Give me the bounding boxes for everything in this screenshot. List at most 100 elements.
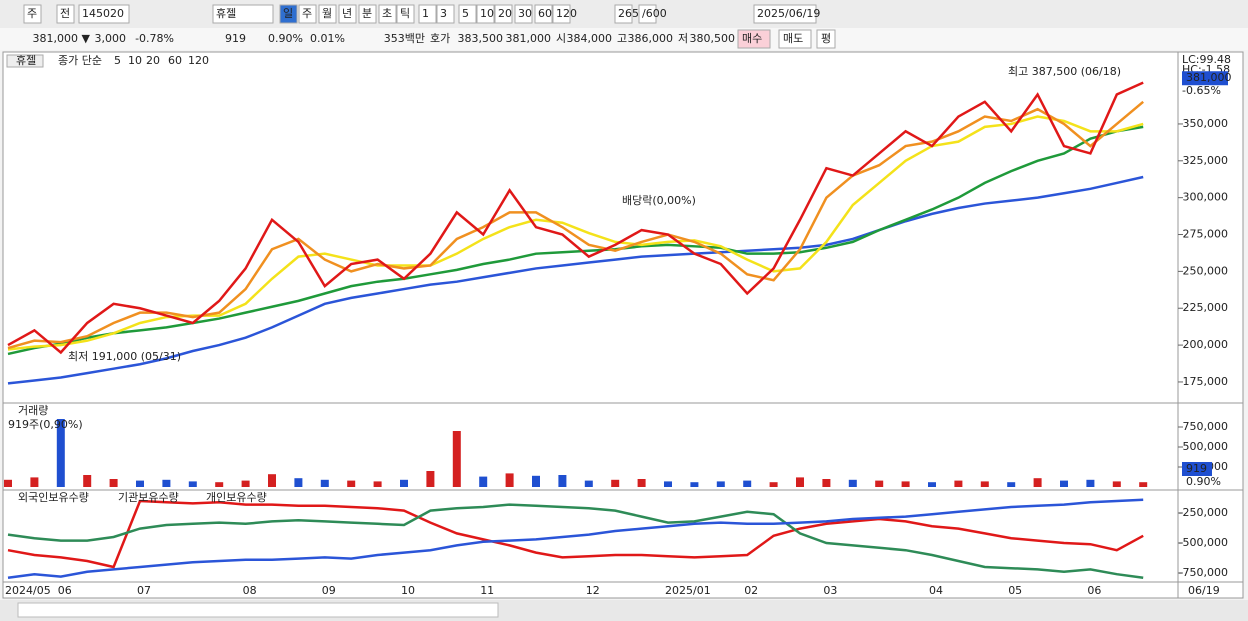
toolbar-button[interactable] <box>279 4 298 24</box>
quote-field: 평 <box>821 32 831 45</box>
y-tick-label: 325,000 <box>1183 154 1229 167</box>
toolbar-button[interactable] <box>378 4 397 24</box>
annotation: 최저 191,000 (05/31) <box>68 350 181 363</box>
toolbar-button[interactable] <box>534 4 553 24</box>
y-tick-label: -250,000 <box>1179 506 1228 519</box>
quote-field: -0.78% <box>135 32 174 45</box>
toolbar-button[interactable] <box>318 4 337 24</box>
toolbar-button[interactable] <box>212 4 274 24</box>
toolbar-label: 월 <box>322 7 332 20</box>
quote-field: 매도 <box>783 32 803 45</box>
toolbar-button[interactable] <box>78 4 130 24</box>
toolbar-label: 60 <box>538 7 552 20</box>
x-tick-label: 10 <box>401 584 415 597</box>
volume-bar <box>426 471 435 487</box>
legend-entry: 5 <box>114 54 121 67</box>
y-tick-label: 200,000 <box>1183 338 1229 351</box>
series-line <box>7 100 1145 350</box>
toolbar-button[interactable] <box>338 4 357 24</box>
x-tick-label: 07 <box>137 584 151 597</box>
toolbar-label: 주 <box>302 7 312 20</box>
series-line <box>7 81 1144 355</box>
toolbar-button[interactable] <box>638 4 657 24</box>
volume-bar <box>373 481 382 487</box>
annotation: 최고 387,500 (06/18) <box>1008 65 1121 78</box>
toolbar-button[interactable] <box>23 4 42 24</box>
y-tick-label: 300,000 <box>1183 191 1229 204</box>
volume-bar <box>1007 482 1016 487</box>
x-tick-label: 03 <box>823 584 837 597</box>
toolbar-label: 145020 <box>82 7 124 20</box>
quote-field: 시 <box>556 32 566 45</box>
toolbar-label: 2025/06/19 <box>757 7 820 20</box>
toolbar-button[interactable] <box>614 4 633 24</box>
toolbar-button[interactable] <box>358 4 377 24</box>
volume-bar <box>716 481 725 487</box>
quote-field: 3,000 <box>95 32 127 45</box>
x-tick-label: 04 <box>929 584 943 597</box>
toolbar-label: 분 <box>362 7 372 20</box>
last-volume-pct: 0.90% <box>1186 475 1221 488</box>
y-tick-label: 225,000 <box>1183 301 1229 314</box>
volume-bar <box>901 481 910 487</box>
quote-field: 381,000 ▼ <box>33 32 91 45</box>
toolbar-label: 5 <box>462 7 469 20</box>
quote-field: 380,500 <box>690 32 736 45</box>
toolbar-button[interactable] <box>56 4 75 24</box>
volume-bar <box>928 482 936 487</box>
toolbar-button[interactable] <box>396 4 415 24</box>
volume-bar <box>1060 480 1068 487</box>
toolbar-label: 1 <box>422 7 429 20</box>
panel-title: 거래량 <box>18 404 48 417</box>
volume-bar <box>294 478 303 487</box>
toolbar-button[interactable] <box>494 4 513 24</box>
toolbar-button[interactable] <box>552 4 571 24</box>
volume-bar <box>584 480 593 487</box>
toolbar-button[interactable] <box>436 4 455 24</box>
y-tick-label: 750,000 <box>1183 420 1229 433</box>
quote-bar <box>0 28 1248 50</box>
volume-bar <box>268 474 276 487</box>
quote-button[interactable] <box>816 29 836 49</box>
volume-bar <box>188 481 197 487</box>
volume-bar <box>136 480 144 487</box>
last-volume: 919 <box>1186 462 1207 475</box>
volume-bar <box>83 475 92 487</box>
legend-entry: 120 <box>188 54 209 67</box>
x-tick-label: 06 <box>1087 584 1101 597</box>
volume-bar <box>479 476 488 487</box>
toolbar-button[interactable] <box>476 4 495 24</box>
volume-bar <box>162 479 171 487</box>
last-price-box <box>1182 71 1228 86</box>
quote-button[interactable] <box>778 29 812 49</box>
stock-name: 휴젤 <box>16 54 36 67</box>
quote-field: 호가 <box>430 32 450 45</box>
series-line <box>7 503 1144 580</box>
toolbar-button[interactable] <box>514 4 533 24</box>
y-tick-label: 275,000 <box>1183 228 1229 241</box>
right-label: LC:99.48 <box>1182 53 1231 66</box>
legend-entry: 10 <box>128 54 142 67</box>
quote-button[interactable] <box>737 29 771 49</box>
quote-field: 381,000 <box>506 32 552 45</box>
x-tick-label: 05 <box>1008 584 1022 597</box>
x-tick-label: 09 <box>322 584 336 597</box>
toolbar-label: 10 <box>480 7 494 20</box>
toolbar-label: 120 <box>556 7 577 20</box>
volume-bar <box>400 479 408 487</box>
toolbar-button[interactable] <box>298 4 317 24</box>
scroll-thumb[interactable] <box>17 602 499 618</box>
volume-bar <box>558 475 567 487</box>
quote-field: 386,000 <box>628 32 674 45</box>
toolbar-button[interactable] <box>753 4 817 24</box>
x-tick-label: 2024/05 <box>5 584 51 597</box>
volume-bar <box>241 480 250 487</box>
y-tick-label: 175,000 <box>1183 375 1229 388</box>
volume-bar <box>505 473 514 487</box>
toolbar-button[interactable] <box>458 4 477 24</box>
volume-bar <box>980 481 989 487</box>
toolbar-label: 휴젤 <box>216 7 236 20</box>
x-tick-label: 12 <box>586 584 600 597</box>
toolbar-button[interactable] <box>418 4 437 24</box>
y-tick-label: -500,000 <box>1179 536 1228 549</box>
